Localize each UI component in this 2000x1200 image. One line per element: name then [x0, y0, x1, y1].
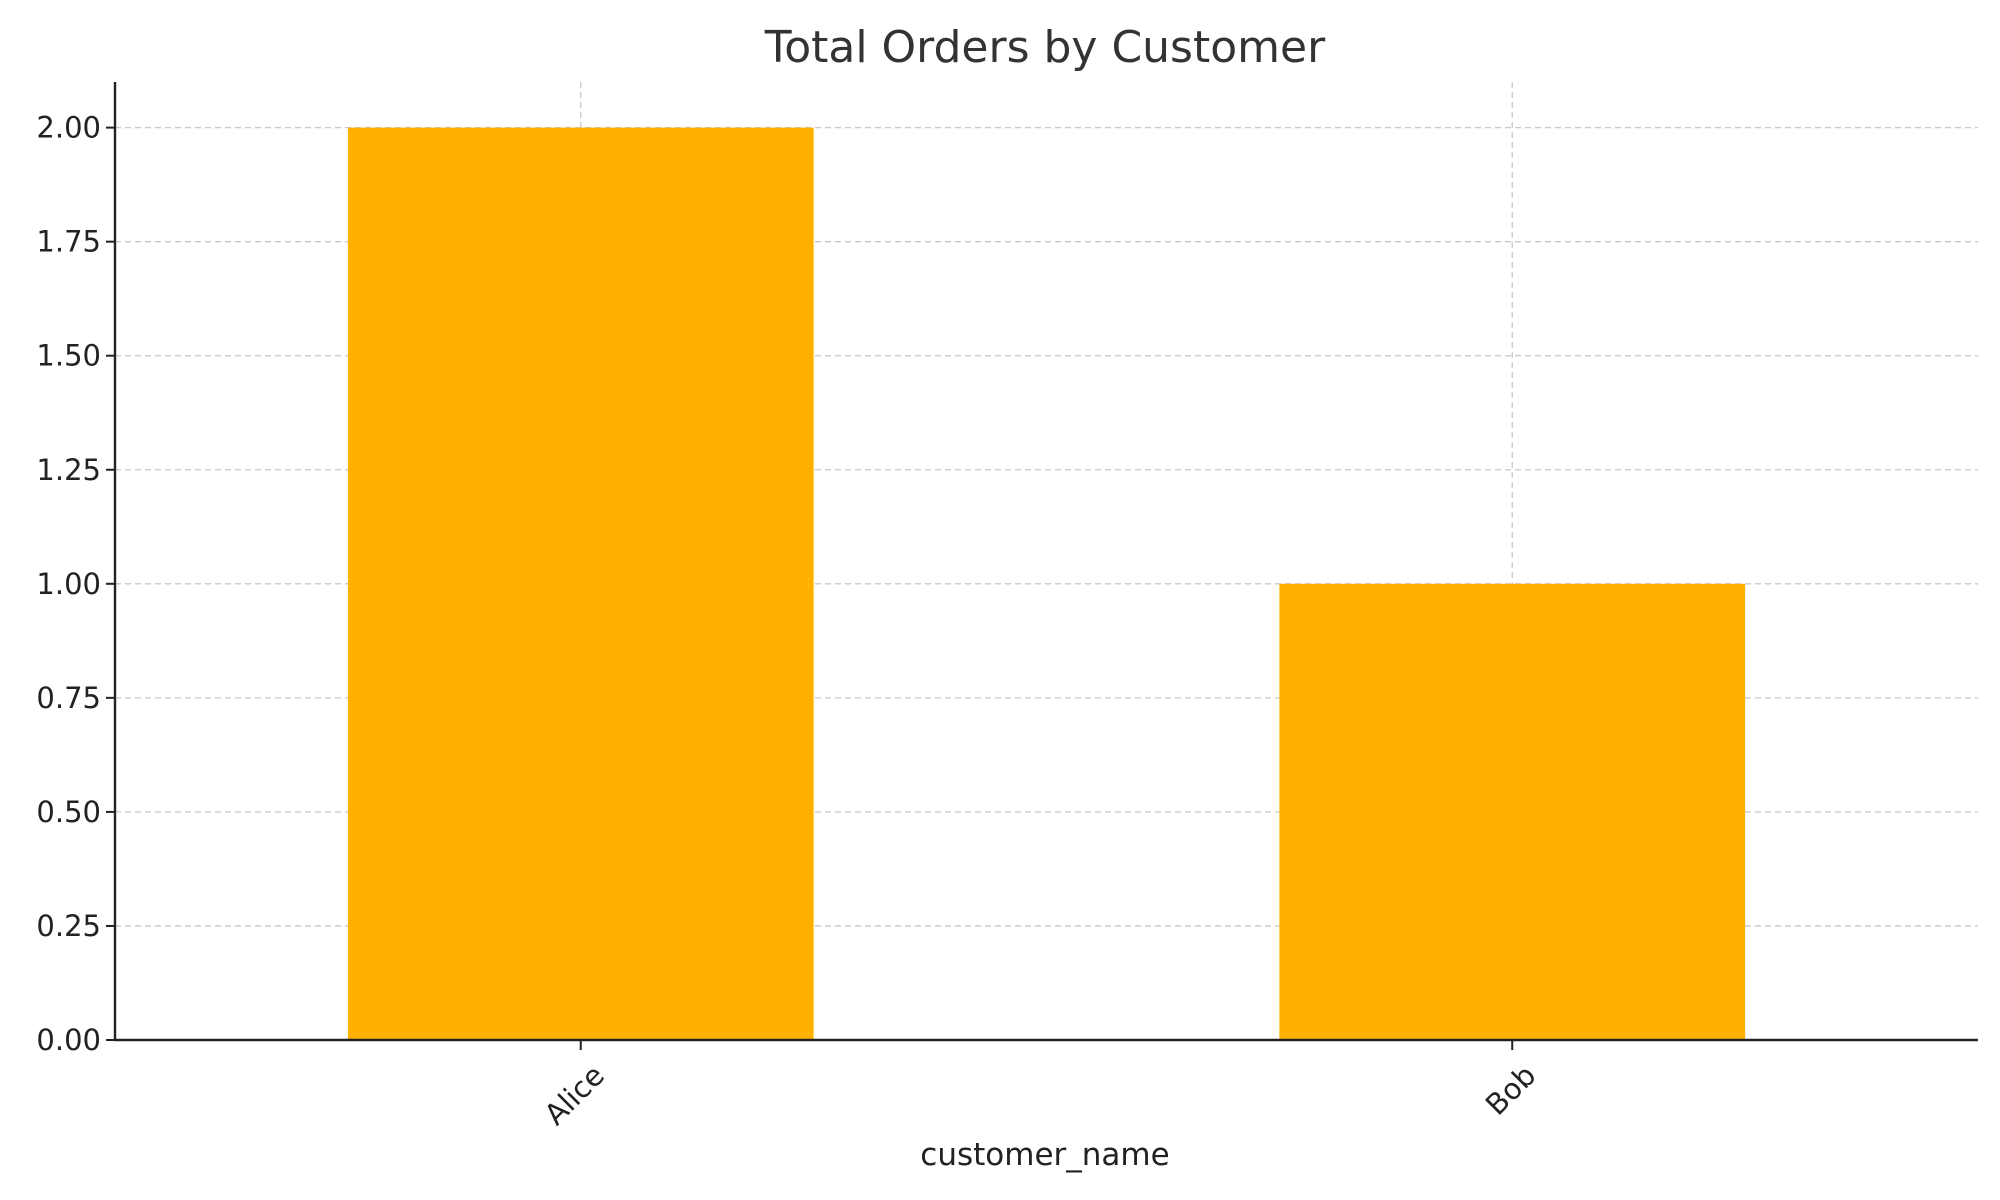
y-tick-label: 1.00	[36, 567, 101, 601]
y-tick-label: 1.25	[36, 453, 101, 487]
y-tick-label: 0.00	[36, 1023, 101, 1057]
chart-title: Total Orders by Customer	[764, 22, 1326, 73]
bar-bob	[1279, 583, 1746, 1040]
y-tick-label: 0.50	[36, 795, 101, 829]
x-axis-label: customer_name	[920, 1137, 1169, 1173]
bars	[347, 127, 1746, 1041]
y-ticks: 0.00 0.25 0.50 0.75 1.00 1.25 1.50 1.75 2.00	[36, 111, 115, 1057]
y-tick-label: 0.25	[36, 909, 101, 943]
y-tick-label: 1.75	[36, 225, 101, 259]
y-tick-label: 0.75	[36, 681, 101, 715]
y-tick-label: 1.50	[36, 339, 101, 373]
bar-alice	[347, 127, 814, 1041]
y-tick-label: 2.00	[36, 111, 101, 145]
